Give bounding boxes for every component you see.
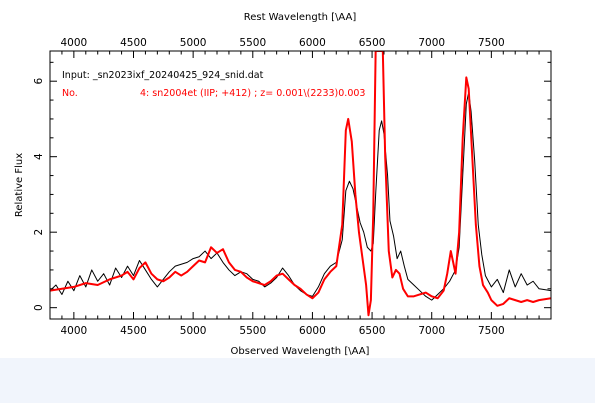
y-tick-label: 2 xyxy=(33,229,45,236)
bottom-x-tick-label: 5500 xyxy=(239,325,266,337)
top-x-tick-label: 4000 xyxy=(60,37,87,49)
top-x-tick-label: 6500 xyxy=(359,37,386,49)
y-tick-label: 0 xyxy=(33,304,45,311)
series-line xyxy=(50,92,551,301)
bottom-panel xyxy=(0,358,595,403)
top-x-axis-title: Rest Wavelength [\AA] xyxy=(244,12,357,23)
annotation-input: Input: _sn2023ixf_20240425_924_snid.dat xyxy=(62,70,264,81)
x-axis-title: Observed Wavelength [\AA] xyxy=(231,346,370,357)
series-line xyxy=(50,51,551,317)
bottom-x-tick-label: 6000 xyxy=(299,325,326,337)
bottom-x-tick-label: 7000 xyxy=(418,325,445,337)
top-x-tick-label: 7500 xyxy=(478,37,505,49)
bottom-x-tick-label: 4500 xyxy=(120,325,147,337)
plot-area: 4000 4500 5000 5500 6000 6500 7000 7500 4000 4500… xyxy=(14,12,552,357)
annotation-no-label: No. xyxy=(62,88,78,99)
bottom-x-tick-label: 4000 xyxy=(60,325,87,337)
annotation-match: 4: sn2004et (IIP; +412) ; z= 0.001\(2233… xyxy=(140,88,365,99)
bottom-x-tick-label: 5000 xyxy=(180,325,207,337)
y-axis-title: Relative Flux xyxy=(14,153,25,217)
top-x-tick-label: 7000 xyxy=(418,37,445,49)
y-tick-label: 4 xyxy=(33,153,45,160)
top-x-tick-label: 4500 xyxy=(120,37,147,49)
bottom-x-tick-label: 6500 xyxy=(359,325,386,337)
bottom-x-tick-label: 7500 xyxy=(478,325,505,337)
top-x-tick-label: 6000 xyxy=(299,37,326,49)
top-x-tick-label: 5000 xyxy=(180,37,207,49)
y-tick-label: 6 xyxy=(33,78,45,85)
top-x-tick-label: 5500 xyxy=(239,37,266,49)
